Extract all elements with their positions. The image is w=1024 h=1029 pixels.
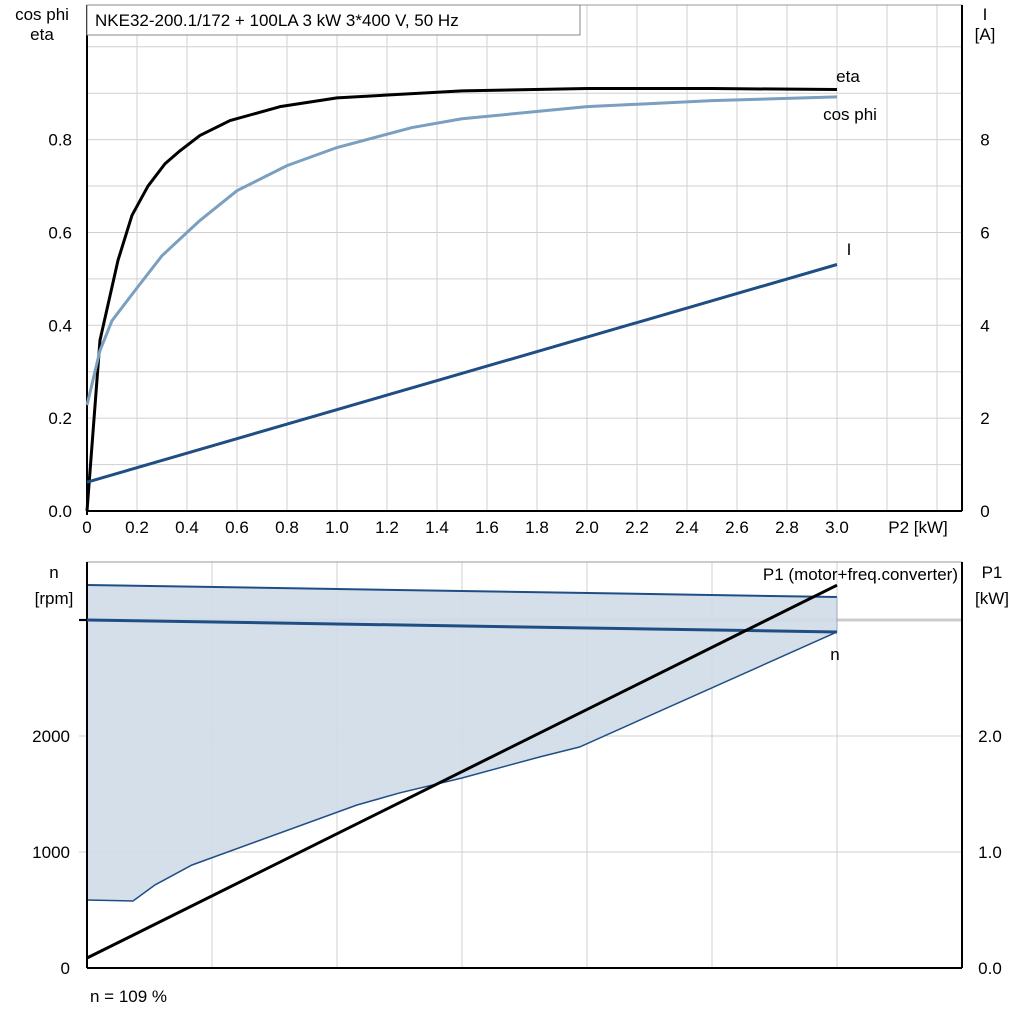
plot-frame <box>86 4 963 512</box>
x-tick-label: 1.2 <box>375 518 399 537</box>
series-line-I <box>86 263 838 484</box>
y-axis-label-left: [rpm] <box>35 589 74 608</box>
x-tick-label: 2.2 <box>625 518 649 537</box>
y-axis-label-right: [A] <box>975 25 996 44</box>
y-axis-label-left: eta <box>30 25 54 44</box>
series-line-p1 <box>86 583 838 960</box>
x-tick-label: 1.8 <box>525 518 549 537</box>
y-tick-label-left: 0.6 <box>48 223 72 242</box>
y-tick-label-left: 2000 <box>32 727 70 746</box>
y-axis-label-left: cos phi <box>15 5 69 24</box>
x-tick-label: 3.0 <box>825 518 849 537</box>
y-tick-label-left: 0.4 <box>48 316 72 335</box>
x-axis-label: P2 [kW] <box>888 518 948 537</box>
x-tick-label: 0.6 <box>225 518 249 537</box>
x-tick-label: 0.2 <box>125 518 149 537</box>
y-tick-label-right: 0 <box>980 502 989 521</box>
speed-range-band <box>87 584 837 901</box>
y-axis-label-left: n <box>49 563 58 582</box>
series-label-cos-phi: cos phi <box>823 105 877 124</box>
x-tick-label: 0.8 <box>275 518 299 537</box>
x-tick-label: 2.8 <box>775 518 799 537</box>
series-label-i: I <box>847 240 852 259</box>
y-tick-label-right: 8 <box>980 131 989 150</box>
x-tick-label: 0 <box>82 518 91 537</box>
y-tick-label-right: 2 <box>980 409 989 428</box>
series-line-cos-phi <box>85 95 838 406</box>
band-upper-edge <box>86 583 838 599</box>
x-tick-label: 1.6 <box>475 518 499 537</box>
y-tick-label-right: 6 <box>980 223 989 242</box>
x-tick-label: 2.4 <box>675 518 699 537</box>
series-label-eta: eta <box>836 67 860 86</box>
x-tick-label: 1.4 <box>425 518 449 537</box>
x-tick-label: 2.6 <box>725 518 749 537</box>
y-axis-label-right: P1 <box>982 563 1003 582</box>
y-tick-label-right: 1.0 <box>978 843 1002 862</box>
x-tick-label: 0.4 <box>175 518 199 537</box>
y-tick-label-left: 0.2 <box>48 409 72 428</box>
chart-title: NKE32-200.1/172 + 100LA 3 kW 3*400 V, 50… <box>95 11 459 30</box>
x-tick-label: 2.0 <box>575 518 599 537</box>
series-label-n: n <box>830 645 839 664</box>
y-tick-label-left: 0.0 <box>48 502 72 521</box>
x-tick-label: 1.0 <box>325 518 349 537</box>
y-tick-label-left: 1000 <box>32 843 70 862</box>
y-tick-label-right: 2.0 <box>978 727 1002 746</box>
y-axis-label-right: I <box>983 5 988 24</box>
y-tick-label-right: 4 <box>980 316 989 335</box>
y-axis-label-right: [kW] <box>975 589 1009 608</box>
y-tick-label-left: 0.8 <box>48 131 72 150</box>
series-line-eta <box>85 87 838 512</box>
y-tick-label-right: 0.0 <box>978 959 1002 978</box>
band-lower-edge <box>86 631 838 902</box>
series-line-n <box>86 618 838 634</box>
y-tick-label-left: 0 <box>61 959 70 978</box>
series-label-p1: P1 (motor+freq.converter) <box>763 565 958 584</box>
speed-annotation: n = 109 % <box>90 987 167 1006</box>
title-box <box>86 4 581 36</box>
